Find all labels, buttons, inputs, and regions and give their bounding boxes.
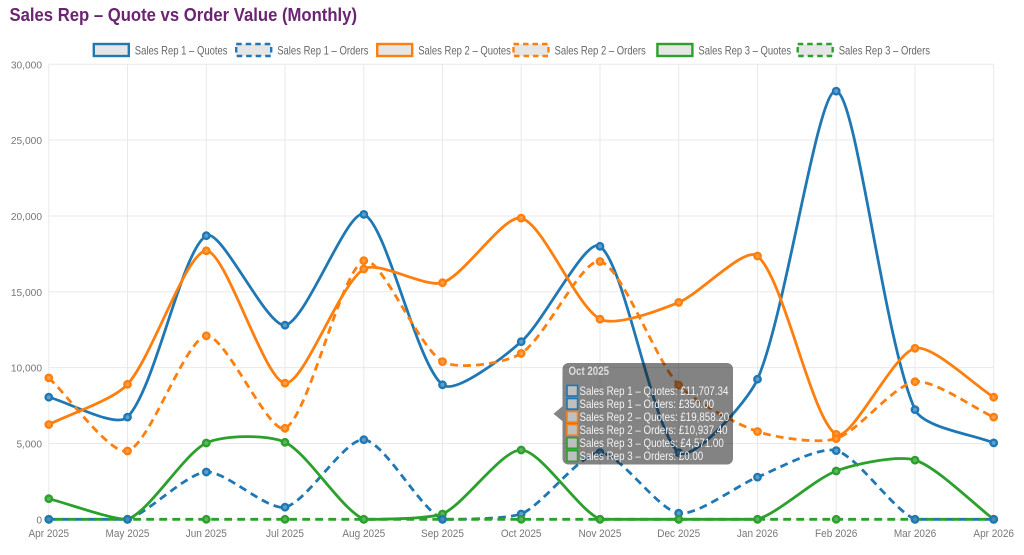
svg-text:Apr 2026: Apr 2026 [973,528,1014,540]
svg-text:Sep 2025: Sep 2025 [421,528,464,540]
svg-text:Jul 2025: Jul 2025 [266,528,304,540]
svg-text:15,000: 15,000 [11,288,42,299]
svg-text:5,000: 5,000 [17,440,43,451]
svg-text:Sales Rep 1 – Orders: Sales Rep 1 – Orders [277,44,368,58]
svg-text:20,000: 20,000 [11,212,42,223]
svg-text:Sales Rep 2 – Orders: £10,937.: Sales Rep 2 – Orders: £10,937.40 [580,423,728,437]
svg-text:Sales Rep 2 – Quotes: Sales Rep 2 – Quotes [418,44,511,58]
svg-text:Sales Rep 3 – Quotes: Sales Rep 3 – Quotes [698,44,791,58]
svg-text:10,000: 10,000 [11,364,42,375]
svg-text:Sales Rep – Quote vs Order Val: Sales Rep – Quote vs Order Value (Monthl… [10,5,358,25]
svg-text:May 2025: May 2025 [106,528,150,540]
svg-text:Sales Rep 1 – Quotes: £11,707.: Sales Rep 1 – Quotes: £11,707.34 [580,384,729,398]
svg-text:Jan 2026: Jan 2026 [737,528,778,540]
svg-text:Sales Rep 2 – Orders: Sales Rep 2 – Orders [555,44,646,58]
svg-text:Sales Rep 1 – Quotes: Sales Rep 1 – Quotes [135,44,228,58]
svg-text:25,000: 25,000 [11,136,42,147]
svg-text:Sales Rep 3 – Quotes: £4,571.0: Sales Rep 3 – Quotes: £4,571.00 [580,436,725,450]
svg-text:Nov 2025: Nov 2025 [579,528,622,540]
svg-text:Jun 2025: Jun 2025 [186,528,227,540]
svg-text:Aug 2025: Aug 2025 [342,528,385,540]
svg-text:Apr 2025: Apr 2025 [29,528,70,540]
svg-text:Dec 2025: Dec 2025 [657,528,700,540]
svg-text:Sales Rep 1 – Orders: £350.00: Sales Rep 1 – Orders: £350.00 [580,397,715,411]
svg-text:Oct 2025: Oct 2025 [569,366,610,378]
svg-text:Oct 2025: Oct 2025 [501,528,542,540]
svg-text:Mar 2026: Mar 2026 [894,528,936,540]
svg-text:Sales Rep 2 – Quotes: £19,858.: Sales Rep 2 – Quotes: £19,858.20 [580,410,730,424]
svg-text:Sales Rep 3 – Orders: Sales Rep 3 – Orders [839,44,930,58]
svg-text:Sales Rep 3 – Orders: £0.00: Sales Rep 3 – Orders: £0.00 [580,449,704,463]
svg-text:Feb 2026: Feb 2026 [815,528,857,540]
svg-text:0: 0 [36,515,42,526]
svg-text:30,000: 30,000 [11,60,42,71]
